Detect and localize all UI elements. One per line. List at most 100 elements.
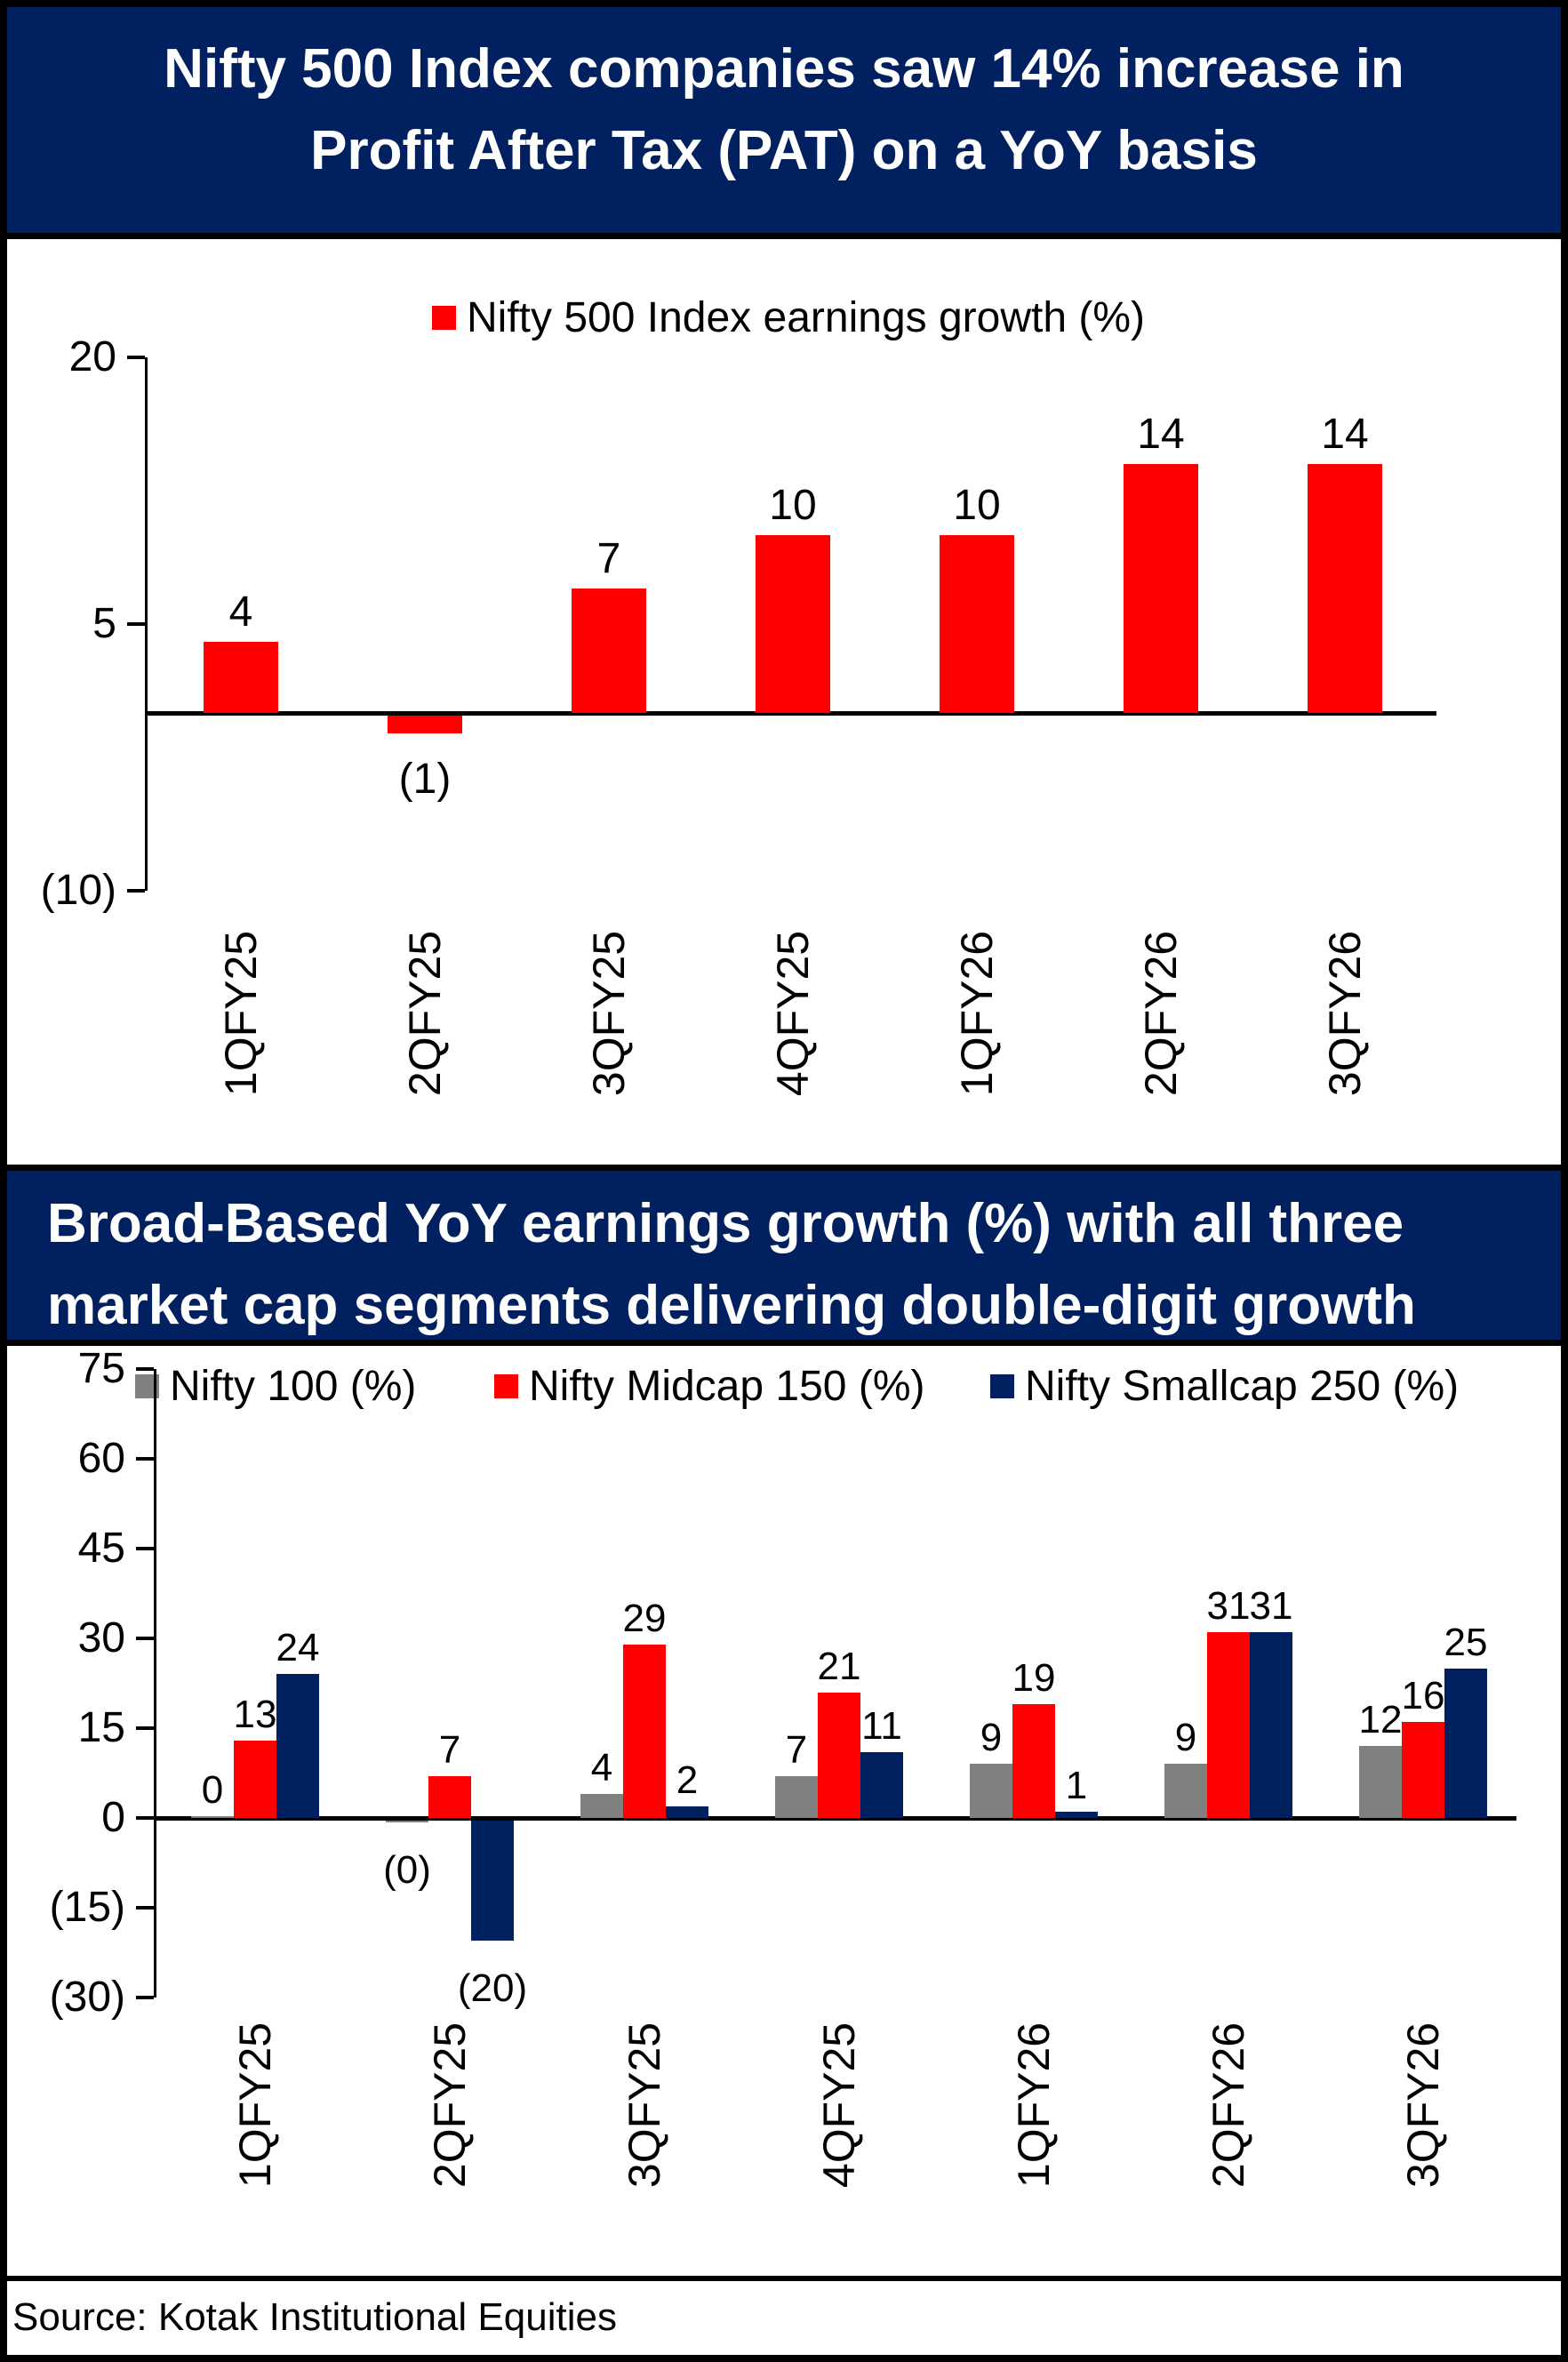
chart2-bar-label-3QFY26-16: 16 [1401, 1674, 1445, 1717]
chart2-bar-nifty-midcap-150-2QFY25 [428, 1776, 471, 1818]
chart2-bar-nifty-smallcap-250-1QFY25 [276, 1674, 319, 1818]
chart1-title-banner: Nifty 500 Index companies saw 14% increa… [7, 7, 1561, 239]
chart1-bar-nifty-500-index-earnings-growth-4QFY25 [756, 535, 830, 713]
chart1-title-line2: Profit After Tax (PAT) on a YoY basis [310, 120, 1258, 181]
chart2-zero-line [154, 1816, 1516, 1821]
chart1-bar-label-3QFY25-7: 7 [596, 535, 621, 582]
chart2-ytick-label-(15): (15) [49, 1884, 125, 1931]
chart1-bar-label-1QFY26-10: 10 [953, 482, 1001, 529]
chart2-ytick-75 [136, 1367, 154, 1371]
chart1-bar-label-2QFY26-14: 14 [1137, 411, 1185, 458]
chart2-ytick-label-75: 75 [77, 1345, 125, 1392]
chart2-bar-label-3QFY25-2: 2 [676, 1758, 699, 1802]
chart2-bar-label-4QFY25-21: 21 [817, 1645, 861, 1688]
chart1-legend-swatch-icon [432, 306, 456, 330]
chart2-xlabel-3QFY25: 3QFY25 [620, 2022, 669, 2189]
chart2-ytick-label-60: 60 [77, 1435, 125, 1482]
chart1-bar-nifty-500-index-earnings-growth-1QFY25 [204, 642, 278, 713]
chart1-bar-label-2QFY25-(1): (1) [398, 756, 452, 803]
chart2-legend-smallcap: Nifty Smallcap 250 (%) [990, 1362, 1459, 1411]
chart2-title-line2: market cap segments delivering double-di… [47, 1275, 1416, 1336]
chart2-legend-nifty100: Nifty 100 (%) [135, 1362, 416, 1411]
chart1-legend-label: Nifty 500 Index earnings growth (%) [467, 294, 1146, 341]
chart2-bar-label-2QFY26-9: 9 [1174, 1716, 1197, 1759]
chart2-bar-nifty-100-1QFY26 [970, 1764, 1012, 1818]
chart1-bar-nifty-500-index-earnings-growth-1QFY26 [940, 535, 1014, 713]
chart2-bar-nifty-midcap-150-4QFY25 [818, 1693, 860, 1818]
chart1-y-axis [145, 357, 148, 891]
chart2-bar-nifty-smallcap-250-2QFY26 [1250, 1632, 1292, 1818]
chart2-bar-label-4QFY25-11: 11 [861, 1704, 902, 1748]
chart2-bar-label-1QFY26-19: 19 [1012, 1656, 1056, 1700]
chart2-bar-nifty-100-3QFY26 [1359, 1746, 1402, 1818]
bottom-divider [0, 2276, 1568, 2281]
chart2-bar-label-2QFY26-31: 31 [1249, 1584, 1293, 1628]
chart2-bar-label-3QFY25-29: 29 [622, 1597, 667, 1640]
chart2-bar-label-1QFY25-13: 13 [233, 1693, 277, 1736]
chart2-bar-label-1QFY26-9: 9 [980, 1716, 1003, 1759]
chart2-legend-midcap-label: Nifty Midcap 150 (%) [529, 1363, 925, 1410]
chart2-y-axis [154, 1369, 156, 1998]
chart2-xlabel-2QFY26: 2QFY26 [1204, 2022, 1253, 2189]
chart2-bar-nifty-midcap-150-1QFY26 [1012, 1704, 1055, 1818]
chart2-bar-label-3QFY26-25: 25 [1444, 1621, 1488, 1664]
chart2-ytick-30 [136, 1637, 154, 1640]
chart2-bar-nifty-midcap-150-3QFY26 [1402, 1722, 1444, 1818]
chart2-bar-label-1QFY26-1: 1 [1065, 1764, 1088, 1807]
chart1-bar-nifty-500-index-earnings-growth-3QFY25 [572, 588, 646, 713]
chart2-bar-nifty-100-2QFY26 [1164, 1764, 1207, 1818]
chart2-legend-midcap: Nifty Midcap 150 (%) [494, 1362, 924, 1411]
chart2-ytick-(15) [136, 1906, 154, 1910]
chart1-bar-nifty-500-index-earnings-growth-2QFY25 [388, 716, 462, 733]
chart2-ytick-label-(30): (30) [49, 1974, 125, 2021]
chart2-xlabel-4QFY25: 4QFY25 [814, 2022, 864, 2189]
chart1-title-line1: Nifty 500 Index companies saw 14% increa… [164, 38, 1404, 100]
chart2-ytick-15 [136, 1726, 154, 1730]
chart2-legend-nifty100-label: Nifty 100 (%) [170, 1363, 417, 1410]
chart2-ytick-label-15: 15 [77, 1704, 125, 1751]
chart2-legend-smallcap-swatch-icon [990, 1374, 1014, 1398]
chart2-bar-label-3QFY25-4: 4 [590, 1746, 613, 1790]
chart2-xlabel-1QFY25: 1QFY25 [230, 2022, 280, 2189]
chart2-ytick-60 [136, 1457, 154, 1461]
chart2-xlabel-1QFY26: 1QFY26 [1009, 2022, 1059, 2189]
chart1-ytick-20 [127, 356, 145, 359]
chart2-bar-label-2QFY26-31: 31 [1206, 1584, 1251, 1628]
chart1-bar-label-1QFY25-4: 4 [228, 588, 253, 636]
chart2-ytick-45 [136, 1547, 154, 1550]
chart2-bar-nifty-midcap-150-3QFY25 [623, 1645, 666, 1818]
chart2-title-banner: Broad-Based YoY earnings growth (%) with… [7, 1165, 1561, 1346]
chart1-ytick-label-(10): (10) [40, 867, 116, 914]
chart2-ytick-label-45: 45 [77, 1525, 125, 1572]
chart2-bar-label-1QFY25-24: 24 [276, 1626, 320, 1669]
chart1-bar-nifty-500-index-earnings-growth-2QFY26 [1124, 464, 1198, 713]
chart2-bar-label-2QFY25-(0): (0) [383, 1848, 431, 1892]
chart2-bar-label-2QFY25-7: 7 [438, 1728, 461, 1772]
source-note: Source: Kotak Institutional Equities [12, 2295, 617, 2339]
chart2-bar-label-3QFY26-12: 12 [1358, 1698, 1403, 1741]
chart2-ytick-(30) [136, 1996, 154, 1999]
chart2-bar-nifty-smallcap-250-3QFY26 [1444, 1669, 1487, 1818]
chart2-legend-smallcap-label: Nifty Smallcap 250 (%) [1025, 1363, 1460, 1410]
chart2-bar-label-2QFY25-(20): (20) [457, 1966, 528, 2010]
chart1-bar-label-3QFY26-14: 14 [1321, 411, 1369, 458]
chart1-ytick-5 [127, 622, 145, 626]
chart2-bar-label-4QFY25-7: 7 [785, 1728, 808, 1772]
chart2-legend-midcap-swatch-icon [494, 1374, 518, 1398]
chart1-zero-line [145, 711, 1436, 716]
chart2-ytick-label-30: 30 [77, 1614, 125, 1661]
chart1-bar-nifty-500-index-earnings-growth-3QFY26 [1308, 464, 1382, 713]
chart2-xlabel-2QFY25: 2QFY25 [425, 2022, 475, 2189]
chart2-bar-nifty-midcap-150-2QFY26 [1207, 1632, 1250, 1818]
chart2-bar-nifty-100-2QFY25 [386, 1821, 428, 1822]
chart1-ytick-(10) [127, 889, 145, 893]
chart2-bar-nifty-100-3QFY25 [580, 1794, 623, 1818]
chart2-bar-nifty-midcap-150-1QFY25 [234, 1741, 276, 1818]
chart1-ytick-label-20: 20 [68, 333, 116, 380]
chart2-title-line1: Broad-Based YoY earnings growth (%) with… [47, 1193, 1404, 1254]
chart2-bar-nifty-smallcap-250-3QFY25 [666, 1806, 708, 1818]
chart2-ytick-0 [136, 1816, 154, 1820]
